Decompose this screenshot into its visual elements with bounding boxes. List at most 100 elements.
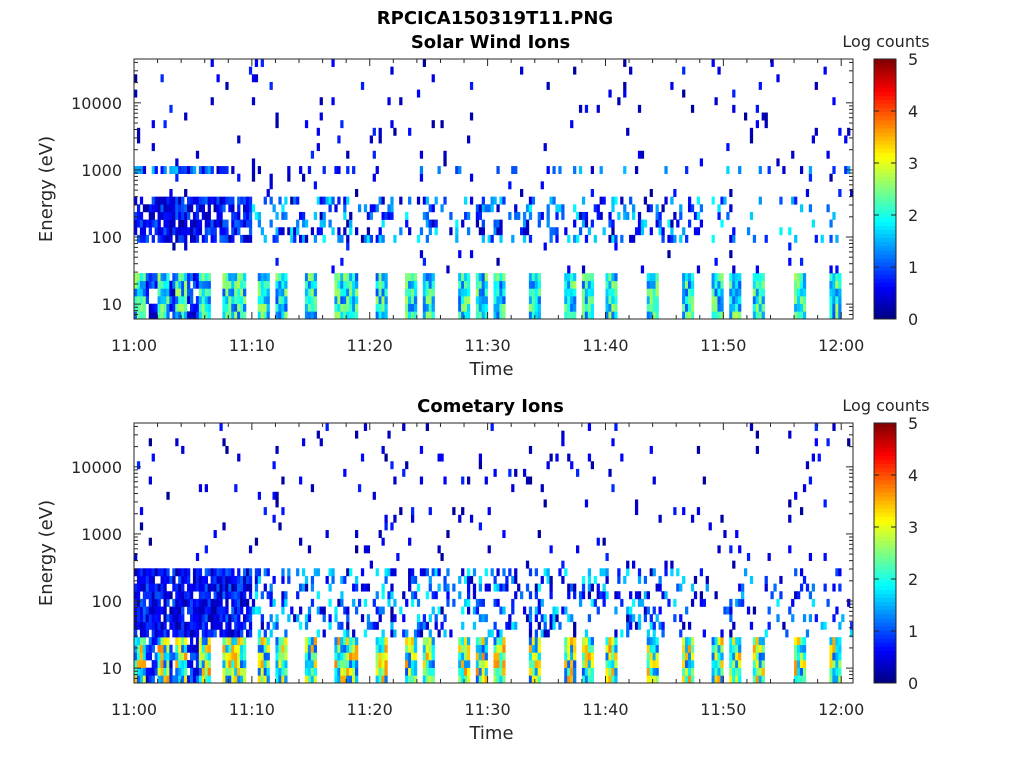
spectrogram-cell [275,652,279,661]
spectrogram-cell [222,288,226,297]
spectrogram-cell [576,234,580,243]
spectrogram-cell [248,234,253,243]
spectrogram-cell [534,644,538,653]
spectrogram-cell [260,660,264,669]
spectrogram-cell [248,575,253,584]
spectrogram-cell [614,234,618,243]
spectrogram-cell [596,537,600,546]
spectrogram-cell [260,303,264,312]
spectrogram-cell [508,211,512,220]
spectrogram-cell [413,637,418,646]
spectrogram-cell [464,644,468,653]
spectrogram-cell [231,296,235,305]
spectrogram-cell [272,234,276,243]
spectrogram-cell [655,204,659,213]
spectrogram-cell [148,621,152,630]
spectrogram-cell [243,652,247,661]
spectrogram-cell [696,507,701,516]
spectrogram-cell [581,675,586,684]
spectrogram-cell [493,227,497,236]
spectrogram-cell [228,621,232,630]
spectrogram-cell [201,629,206,638]
spectrogram-cell [204,234,208,243]
colorbar-segment [874,172,896,178]
spectrogram-cell [151,667,155,676]
spectrogram-cell [832,583,836,592]
spectrogram-cell [355,288,359,297]
spectrogram-cell [832,288,836,297]
spectrogram-cell [157,568,161,577]
spectrogram-cell [148,476,152,485]
spectrogram-cell [611,227,615,236]
spectrogram-cell [248,227,253,236]
spectrogram-cell [478,637,483,646]
spectrogram-cell [237,227,241,236]
spectrogram-cell [134,614,138,623]
spectrogram-cell [275,234,279,243]
spectrogram-cell [590,288,594,297]
spectrogram-cell [316,143,320,152]
spectrogram-cell [623,81,627,90]
spectrogram-cell [251,598,256,607]
spectrogram-cell [422,280,427,289]
spectrogram-cell [195,280,200,289]
spectrogram-cell [198,606,203,615]
spectrogram-cell [443,476,447,485]
spectrogram-cell [195,150,200,159]
spectrogram-cell [578,591,583,600]
colorbar-label: Log counts [842,396,929,415]
spectrogram-cell [611,667,615,676]
spectrogram-cell [304,273,309,282]
spectrogram-cell [142,583,147,592]
colorbar-segment [874,87,896,92]
spectrogram-cell [611,219,615,228]
spectrogram-cell [163,227,167,236]
spectrogram-cell [184,296,188,305]
y-axis-label: Energy (eV) [36,500,57,606]
spectrogram-cell [605,568,609,577]
spectrogram-cell [337,675,341,684]
spectrogram-cell [257,219,262,228]
spectrogram-cell [785,629,789,638]
spectrogram-cell [346,303,350,312]
spectrogram-cell [213,219,217,228]
spectrogram-cell [204,629,208,638]
spectrogram-cell [331,59,335,67]
spectrogram-cell [464,660,468,669]
spectrogram-cell [408,288,412,297]
spectrogram-cell [184,280,188,289]
spectrogram-cell [134,89,138,98]
spectrogram-cell [584,311,589,320]
spectrogram-cell [475,204,480,213]
spectrogram-cell [738,166,742,175]
spectrogram-cell [313,675,317,684]
spectrogram-cell [752,606,757,615]
spectrogram-cell [534,296,538,305]
spectrogram-cell [667,598,671,607]
spectrogram-cell [478,296,483,305]
spectrogram-cell [696,265,701,274]
spectrogram-cell [652,568,656,577]
spectrogram-cell [189,591,194,600]
spectrogram-cell [337,234,341,243]
spectrogram-cell [378,273,382,282]
spectrogram-cell [729,675,733,684]
spectrogram-cell [343,675,347,684]
spectrogram-cell [794,196,798,205]
spectrogram-cell [546,204,550,213]
spectrogram-cell [313,273,317,282]
spectrogram-cell [331,575,335,584]
spectrogram-cell [195,621,200,630]
spectrogram-cell [496,629,500,638]
spectrogram-cell [237,667,241,676]
spectrogram-cell [567,660,571,669]
spectrogram-cell [310,288,315,297]
spectrogram-cell [664,591,668,600]
spectrogram-cell [543,568,547,577]
spectrogram-cell [496,227,500,236]
spectrogram-cell [384,652,388,661]
spectrogram-cell [393,476,397,485]
spectrogram-cell [502,530,506,539]
spectrogram-cell [201,211,206,220]
spectrogram-cell [605,644,609,653]
